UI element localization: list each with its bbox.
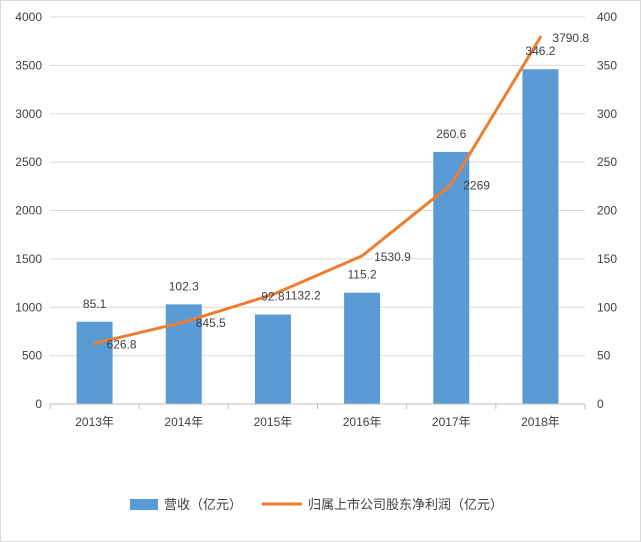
bar-series	[76, 69, 559, 405]
line-data-label: 3790.8	[552, 31, 589, 45]
line-data-label: 845.5	[196, 316, 226, 330]
bar	[344, 292, 381, 404]
y-left-tick-label: 3000	[15, 107, 42, 121]
bar	[254, 314, 291, 404]
y-left-tick-label: 4000	[15, 10, 42, 24]
y-right-tick-label: 0	[597, 397, 604, 411]
data-labels: 85.1 102.3 92.8 115.2 260.6 346.2 626.8 845.5 11…	[83, 31, 590, 351]
x-tick-label: 2017年	[432, 415, 471, 429]
legend: 营收（亿元） 归属上市公司股东净利润（亿元）	[130, 497, 503, 512]
y-right-tick-label: 250	[597, 155, 617, 169]
profit-line	[93, 35, 542, 345]
x-tick-label: 2015年	[254, 415, 293, 429]
x-tick-label: 2013年	[75, 415, 114, 429]
legend-line-label: 归属上市公司股东净利润（亿元）	[308, 497, 503, 512]
y-left-tick-label: 1500	[15, 252, 42, 266]
bar	[76, 321, 113, 404]
y-right-tick-label: 350	[597, 58, 617, 72]
bar-data-label: 346.2	[525, 44, 555, 58]
x-tick-label: 2018年	[521, 415, 560, 429]
x-tick-label: 2016年	[343, 415, 382, 429]
bar-data-label: 85.1	[83, 297, 107, 311]
y-left-tick-label: 500	[22, 349, 42, 363]
line-data-label: 626.8	[107, 337, 137, 351]
y-left-tick-label: 0	[35, 397, 42, 411]
y-right-tick-label: 300	[597, 107, 617, 121]
y-right-tick-label: 50	[597, 349, 611, 363]
line-data-label: 2269	[463, 178, 490, 192]
bar	[522, 69, 559, 405]
line-data-label: 1530.9	[374, 250, 411, 264]
bar-data-label: 92.8	[261, 290, 285, 304]
y-right-tick-label: 200	[597, 204, 617, 218]
gridlines	[50, 16, 585, 357]
line-series	[93, 35, 542, 345]
x-tick-label: 2014年	[164, 415, 203, 429]
y-left-tick-label: 1000	[15, 300, 42, 314]
legend-bar-label: 营收（亿元）	[164, 497, 242, 512]
y-right-tick-label: 100	[597, 300, 617, 314]
y-left-tick-label: 2000	[15, 204, 42, 218]
bar-data-label: 102.3	[169, 279, 199, 293]
y-right-tick-label: 400	[597, 10, 617, 24]
y-right-tick-label: 150	[597, 252, 617, 266]
legend-bar-swatch	[130, 499, 158, 510]
line-data-label: 1132.2	[285, 288, 321, 302]
bar-data-label: 115.2	[348, 268, 377, 282]
y-left-tick-label: 2500	[15, 155, 42, 169]
y-left-tick-label: 3500	[15, 58, 42, 72]
bar-data-label: 260.6	[436, 127, 466, 141]
axes: 0 500 1000 1500 2000 2500 3000 3500 4000 0 50 100 15…	[15, 10, 617, 429]
